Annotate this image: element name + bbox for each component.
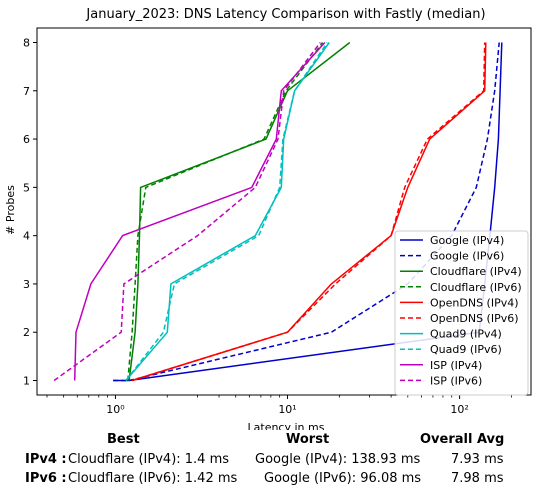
summary-row-ipv6-label: IPv6 : [25,471,67,486]
legend-entry: ISP (IPv6) [430,374,482,387]
series-line-opendns-ipv4 [131,42,487,382]
x-axis-label: Latency in ms [248,421,325,430]
series-line-quad9-ipv4 [125,42,330,381]
y-tick-label: 5 [23,181,30,194]
legend-entry: Google (IPv6) [430,250,504,263]
y-tick-label: 6 [23,133,30,146]
summary-row-ipv6-worst: Google (IPv6): 96.08 ms [264,471,422,486]
summary-row-ipv6-overall: 7.98 ms [451,471,504,486]
summary-header-best: Best [107,432,140,447]
summary-row-ipv6-best: Cloudflare (IPv6): 1.42 ms [68,471,238,486]
series-line-isp-ipv6 [53,42,321,382]
series-line-quad9-ipv6 [125,42,328,381]
x-tick-label: 10⁰ [106,403,125,416]
series-line-opendns-ipv6 [131,42,486,382]
legend-entry: OpenDNS (IPv4) [430,296,519,309]
legend-box [394,230,529,396]
summary-row-ipv4-best: Cloudflare (IPv4): 1.4 ms [68,452,230,467]
summary-header-overall: Overall Avg [420,432,505,447]
series-line-isp-ipv4 [73,41,326,381]
axes: 10⁰ 10¹ 10² 1 2 3 4 5 6 7 8 [23,27,532,416]
y-tick-label: 8 [23,36,30,49]
y-tick-label: 2 [23,326,30,339]
x-tick-label: 10¹ [278,403,296,416]
y-axis-label: # Probes [4,185,17,235]
legend-entry: Quad9 (IPv4) [430,328,502,341]
y-tick-label: 1 [23,375,30,388]
y-tick-label: 4 [23,230,30,243]
legend-entry: Quad9 (IPv6) [430,343,502,356]
summary-header-worst: Worst [286,432,330,447]
legend-entry: Cloudflare (IPv4) [430,265,522,278]
chart-title: January_2023: DNS Latency Comparison wit… [85,7,485,22]
y-tick-label: 3 [23,278,30,291]
latency-chart: January_2023: DNS Latency Comparison wit… [4,7,532,430]
legend-entry: ISP (IPv4) [430,359,482,372]
series-line-cloudflare-ipv4 [128,41,351,381]
legend: Google (IPv4) Google (IPv6) Cloudflare (IP… [394,230,529,396]
x-tick-label: 10² [450,403,468,416]
legend-entry: OpenDNS (IPv6) [430,312,519,325]
y-tick-label: 7 [23,85,30,98]
summary-row-ipv4-worst: Google (IPv4): 138.93 ms [255,452,421,467]
plot-frame [36,27,532,396]
legend-entry: Cloudflare (IPv6) [430,281,522,294]
summary-row-ipv4-overall: 7.93 ms [451,452,504,467]
legend-entry: Google (IPv4) [430,234,504,247]
summary-row-ipv4-label: IPv4 : [25,452,67,467]
series-line-cloudflare-ipv6 [127,42,324,381]
